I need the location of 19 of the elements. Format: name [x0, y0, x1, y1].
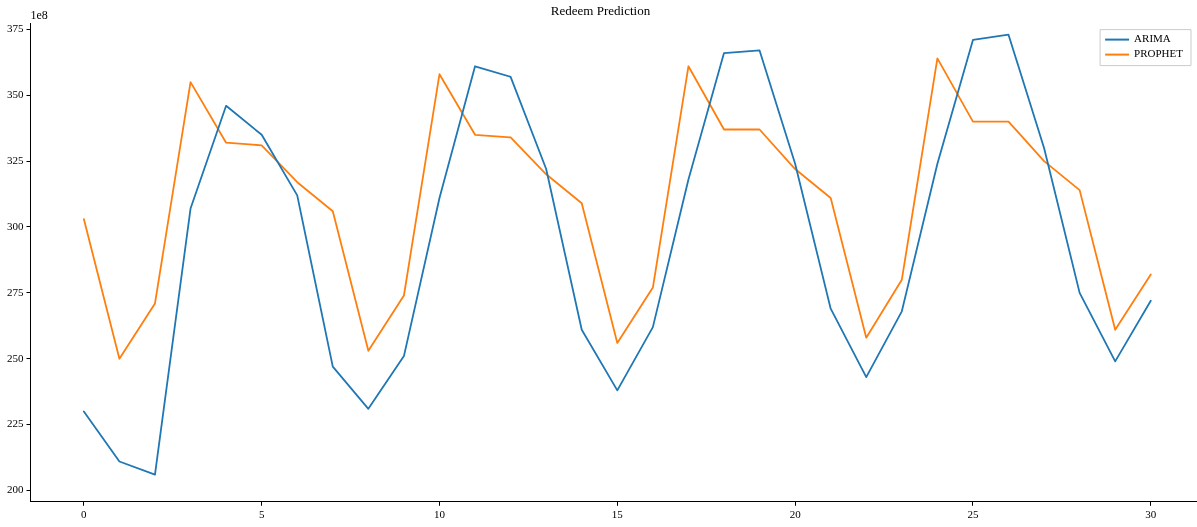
y-tick-label: 225 [7, 417, 24, 430]
y-tick-label: 300 [7, 219, 24, 232]
y-tick-label: 250 [7, 351, 24, 364]
chart-title: Redeem Prediction [550, 3, 651, 19]
x-tick-label: 25 [967, 508, 979, 521]
y-tick-label: 275 [7, 285, 24, 298]
y-tick-label: 200 [7, 483, 24, 496]
y-tick-label: 350 [7, 88, 24, 101]
legend-label: ARIMA [1134, 32, 1171, 45]
x-tick-label: 20 [789, 508, 802, 521]
x-tick-label: 0 [81, 508, 88, 521]
x-tick-label: 5 [258, 508, 265, 521]
text: 1e8 [30, 7, 48, 22]
legend-label: PROPHET [1134, 47, 1184, 60]
x-tick-label: 10 [433, 508, 446, 521]
x-tick-label: 30 [1145, 508, 1157, 521]
x-tick-label: 15 [611, 508, 624, 521]
y-tick-label: 325 [7, 154, 24, 167]
y-tick-label: 375 [7, 22, 24, 35]
